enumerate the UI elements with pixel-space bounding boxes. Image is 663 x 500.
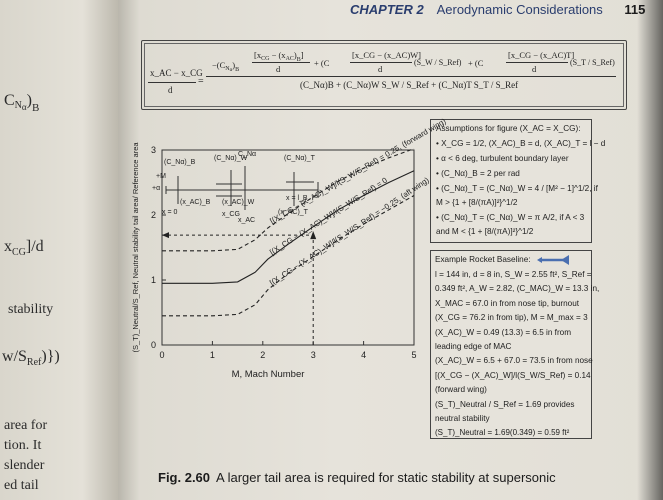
- left-fragment-area: area for: [4, 418, 48, 433]
- baseline-box: Example Rocket Baseline: l = 144 in, d =…: [430, 250, 599, 439]
- assumptions-box: Assumptions for figure (X_AC = X_CG): • …: [430, 119, 605, 243]
- inset-label: (C_Nα)_B: [164, 159, 196, 166]
- equation-frac1-numerator: [xCG − (xAC)B]: [254, 50, 304, 63]
- baseline-line: (S_T)_Neutral / S_Ref = 1.69 provides: [435, 400, 575, 409]
- stability-chart: 0 1 2 3 4 5 0 1 2 3 M, Mach Number (S_T)_Neutral/S_…: [131, 116, 448, 380]
- x-tick-label: 5: [411, 350, 416, 360]
- left-fragment-tail: ed tail: [4, 478, 39, 493]
- x-tick-label: 0: [159, 350, 164, 360]
- equation-frac3-bar: [506, 62, 568, 63]
- equation-term-body: −(CNα)B: [212, 60, 240, 73]
- equation-frac2-denominator: d: [378, 64, 383, 74]
- rocket-inset-diagram: (C_Nα)_B(C_Nα)_WC_Nα(C_Nα)_T+M+αx = 0(x_…: [152, 151, 319, 224]
- equation-frac2-bar: [350, 62, 412, 63]
- figure-caption: Fig. 2.60 A larger tail area is required …: [158, 470, 556, 485]
- inset-label: (x_AC)_B: [180, 199, 211, 206]
- inset-label: x_CG: [222, 211, 240, 218]
- inset-label: (C_Nα)_T: [284, 155, 316, 162]
- x-tick-label: 2: [260, 350, 265, 360]
- left-fragment-sref: w/SRef)}): [2, 348, 60, 368]
- baseline-line: (X_AC)_W = 6.5 + 67.0 = 73.5 in from nos…: [435, 356, 593, 365]
- equation-equals: =: [198, 76, 204, 87]
- left-fragment-tion: tion. It: [4, 438, 42, 453]
- inset-label: (x_AC)_T: [278, 209, 309, 216]
- y-tick-label: 2: [151, 210, 156, 220]
- inset-label: C_Nα: [238, 151, 256, 158]
- baseline-line: leading edge of MAC: [435, 342, 512, 351]
- plot-frame: [161, 149, 415, 346]
- baseline-line: (S_T)_Neutral = 1.69(0.349) = 0.59 ft²: [435, 428, 570, 437]
- annotation-arrowhead: [162, 232, 169, 239]
- x-tick-label: 1: [210, 350, 215, 360]
- equation-box: [141, 40, 627, 110]
- assumption-line: • (C_Nα)_T = (C_Nα)_W = π A/2, if A < 3: [436, 213, 585, 222]
- baseline-line: (forward wing): [435, 385, 487, 394]
- page-edge-shadow: [637, 0, 663, 500]
- right-page: CHAPTER 2 Aerodynamic Considerations 115…: [118, 0, 663, 500]
- assumption-line: • (C_Nα)_T = (C_Nα)_W = 4 / [M² − 1]^1/2…: [436, 184, 598, 193]
- equation-frac3-tail: (S_T / S_Ref): [570, 58, 615, 67]
- assumption-line: • α < 6 deg, turbulent boundary layer: [436, 154, 569, 163]
- baseline-line: 0.349 ft², A_W = 2.82, (C_MAC)_W = 13.3 …: [435, 284, 600, 293]
- y-tick-label: 3: [151, 145, 156, 155]
- equation-denominator: (C_Nα)B + (C_Nα)W S_W / S_Ref + (C_Nα)T …: [300, 80, 519, 90]
- equation-box-inner: [144, 43, 624, 107]
- left-fragment-xcg: xCG]/d: [4, 238, 44, 258]
- left-page: CNα)B xCG]/d stability w/SRef)}) area fo…: [0, 0, 118, 500]
- equation-frac1-denominator: d: [276, 64, 281, 74]
- baseline-line: l = 144 in, d = 8 in, S_W = 2.55 ft², S_…: [435, 270, 592, 279]
- equation-plus-wing: + (C: [314, 58, 330, 68]
- series-line: [162, 195, 415, 317]
- inset-label: (C_Nα)_W: [214, 155, 248, 162]
- y-tick-label: 0: [151, 340, 156, 350]
- baseline-line: neutral stability: [435, 414, 490, 423]
- chapter-title: Aerodynamic Considerations: [436, 2, 603, 17]
- left-fragment-cna: CNα)B: [4, 92, 40, 114]
- baseline-line: (X_AC)_W = 0.49 (13.3) = 6.5 in from: [435, 328, 572, 337]
- baseline-line: X_MAC = 67.0 in from nose tip, burnout: [435, 299, 580, 308]
- assumption-line: M > {1 + [8/(πA)]²}^1/2: [436, 198, 518, 207]
- equation-frac1-bar: [252, 62, 310, 63]
- equation-lhs-bar: [148, 82, 196, 83]
- assumption-line: • (C_Nα)_B = 2 per rad: [436, 169, 520, 178]
- x-axis-label: M, Mach Number: [232, 369, 305, 380]
- assumptions-title: Assumptions for figure (X_AC = X_CG):: [436, 124, 581, 133]
- equation-lhs-denominator: d: [168, 85, 173, 95]
- x-tick-label: 3: [311, 350, 316, 360]
- y-axis-label: (S_T)_Neutral/S_Ref, Neutral stability t…: [131, 142, 140, 353]
- series-label: [(X_CG − (X_AC)_W]/l(S_W/S_Ref) = −0.25,…: [268, 175, 431, 287]
- baseline-title: Example Rocket Baseline:: [435, 255, 571, 265]
- x-tick-label: 4: [361, 350, 366, 360]
- assumption-line: and M < {1 + [8/(πA)]²}^1/2: [436, 227, 534, 236]
- inset-label: x = l_B: [286, 195, 308, 202]
- inset-label: x = 0: [162, 209, 177, 216]
- series-line: [162, 170, 415, 284]
- rocket-icon: [536, 255, 569, 265]
- left-fragment-stability: stability: [8, 302, 54, 317]
- inset-label: +M: [156, 173, 166, 180]
- equation-frac3-numerator: [x_CG − (x_AC)T]: [508, 50, 575, 60]
- y-tick-label: 1: [151, 275, 156, 285]
- annotation-arrowhead-up: [310, 231, 317, 240]
- equation-lhs-numerator: x_AC − x_CG: [150, 68, 203, 78]
- page-header: CHAPTER 2 Aerodynamic Considerations 115: [350, 2, 645, 17]
- equation-plus-tail: + (C: [468, 58, 484, 68]
- chapter-label: CHAPTER 2: [350, 2, 424, 17]
- equation-main-bar: [206, 76, 616, 77]
- assumption-line: • X_CG = 1/2, (X_AC)_B = d, (X_AC)_T = l…: [436, 139, 606, 148]
- inset-label: +α: [152, 185, 160, 192]
- inset-label: x_AC: [238, 217, 255, 224]
- inset-label: (x_AC)_W: [222, 199, 255, 206]
- equation-frac2-tail: (S_W / S_Ref): [414, 58, 462, 67]
- baseline-line: (X_CG = 76.2 in from tip), M = M_max = 3: [435, 313, 588, 322]
- equation-frac2-numerator: [x_CG − (x_AC)W]: [352, 50, 422, 60]
- equation-frac3-denominator: d: [532, 64, 537, 74]
- baseline-line: [(X_CG − (X_AC)_W]/l(S_W/S_Ref) = 0.14: [435, 371, 591, 380]
- left-fragment-slender: slender: [4, 458, 45, 473]
